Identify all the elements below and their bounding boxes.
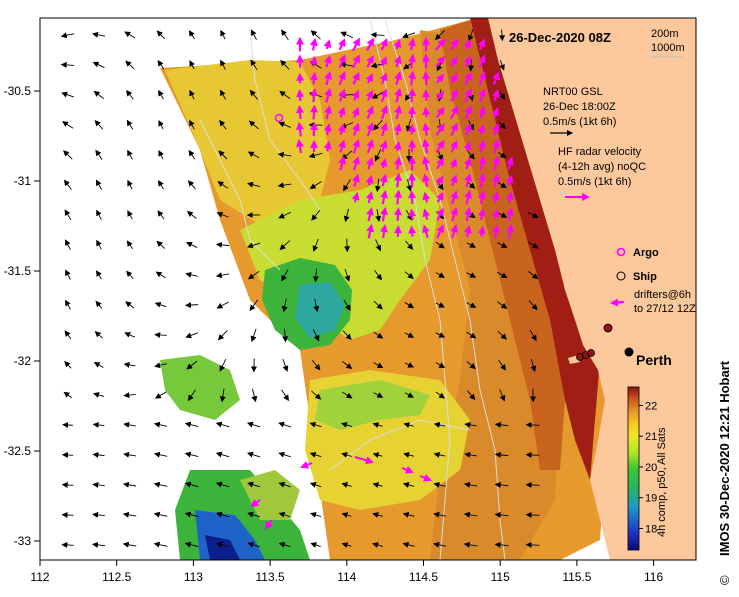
gsl-arrow	[62, 545, 73, 546]
gsl-arrow	[527, 485, 540, 486]
hf-arrow	[314, 107, 315, 120]
hf-arrow	[397, 159, 399, 170]
gsl-arrow	[527, 545, 540, 546]
x-tick-label: 112	[30, 570, 49, 584]
perth-marker	[625, 348, 634, 357]
gsl-arrow	[471, 59, 472, 70]
longitude-axis: 112 112.5 113 113.5 114 114.5 115 115.5 116	[30, 560, 663, 584]
legend-gsl-scale: 0.5m/s (1kt 6h)	[543, 116, 616, 128]
x-tick-label: 113.5	[256, 570, 285, 584]
gsl-arrow	[527, 515, 540, 516]
hf-arrow	[397, 192, 398, 205]
x-tick-label: 114	[337, 570, 356, 584]
hf-arrow	[411, 227, 412, 236]
y-tick-label: -31	[14, 174, 32, 188]
gsl-arrow	[527, 455, 540, 456]
hf-arrow	[314, 124, 315, 136]
hf-arrow	[397, 143, 398, 151]
y-tick-label: -32.5	[4, 444, 32, 458]
legend-argo-label: Argo	[633, 247, 659, 259]
colorbar-label: 4h comp, p50, All Sats	[656, 427, 668, 537]
hf-arrow	[411, 90, 412, 102]
credit-label: IMOS 30-Dec-2020 12:21 Hobart	[717, 360, 732, 556]
x-tick-label: 112.5	[102, 570, 131, 584]
x-tick-label: 113	[184, 570, 203, 584]
hf-arrow	[412, 192, 413, 204]
y-tick-label: -30.5	[4, 84, 32, 98]
y-tick-label: -32	[14, 354, 32, 368]
hf-arrow	[425, 124, 426, 135]
legend-drifters-line1: drifters@6h	[634, 289, 691, 301]
legend-hf-title: HF radar velocity	[558, 146, 642, 158]
hf-arrow	[313, 74, 314, 84]
hf-arrow	[481, 210, 482, 220]
hf-arrow	[481, 228, 482, 237]
x-tick-label: 115	[491, 570, 510, 584]
gsl-arrow	[63, 455, 73, 456]
hf-arrow	[299, 107, 300, 119]
gsl-arrow	[527, 425, 540, 426]
hf-arrow	[411, 73, 413, 86]
hf-arrow	[327, 143, 328, 152]
colorbar	[628, 387, 639, 550]
gsl-arrow	[63, 485, 74, 486]
contour-label-1000m: 1000m	[651, 42, 685, 54]
legend-ship-label: Ship	[633, 271, 657, 283]
x-tick-label: 116	[644, 570, 663, 584]
hf-arrow	[300, 91, 301, 101]
y-tick-label: -31.5	[4, 264, 32, 278]
x-tick-label: 114.5	[409, 570, 438, 584]
legend-hf-scale: 0.5m/s (1kt 6h)	[558, 176, 631, 188]
hf-arrow	[412, 108, 413, 118]
legend-hf-avg: (4-12h avg) noQC	[558, 161, 646, 173]
legend-drifters-line2: to 27/12 12Z	[634, 303, 696, 315]
gsl-arrow	[347, 239, 348, 251]
hf-arrow	[313, 90, 314, 102]
hf-arrow	[412, 210, 413, 219]
legend-gsl-title: NRT00 GSL	[543, 86, 603, 98]
city-label-perth: Perth	[636, 352, 672, 368]
ship-marker	[588, 350, 595, 357]
date-title: 26-Dec-2020 08Z	[509, 30, 611, 45]
hf-arrow	[495, 226, 496, 237]
contour-label-200m: 200m	[651, 28, 679, 40]
latitude-axis: -30.5 -31 -31.5 -32 -32.5 -33	[4, 84, 40, 548]
copyright-symbol: ©	[717, 575, 732, 585]
hf-arrow	[426, 73, 427, 85]
y-tick-label: -33	[14, 534, 32, 548]
legend-drifter-icon	[612, 302, 624, 303]
hf-arrow	[426, 109, 427, 118]
plot-area: Perth 26-Dec-2020 08Z 200m 1000m NRT00 G…	[40, 18, 696, 560]
hf-arrow	[495, 210, 496, 219]
hf-arrow	[313, 58, 314, 66]
colorbar-tick-label: 22	[645, 400, 657, 412]
gsl-arrow	[63, 515, 74, 516]
legend-gsl-time: 26-Dec 18:00Z	[543, 101, 616, 113]
hf-arrow	[397, 175, 398, 187]
hf-arrow	[398, 209, 399, 221]
gsl-arrow	[63, 425, 73, 426]
x-tick-label: 115.5	[562, 570, 591, 584]
hf-arrow	[426, 91, 427, 101]
ship-marker	[604, 324, 612, 332]
